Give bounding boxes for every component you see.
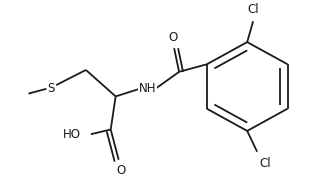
- Text: NH: NH: [139, 82, 156, 95]
- Text: Cl: Cl: [247, 3, 259, 16]
- Text: HO: HO: [63, 128, 81, 141]
- Text: Cl: Cl: [259, 157, 271, 170]
- Text: S: S: [48, 82, 55, 95]
- Text: O: O: [116, 163, 125, 177]
- Text: O: O: [168, 31, 178, 44]
